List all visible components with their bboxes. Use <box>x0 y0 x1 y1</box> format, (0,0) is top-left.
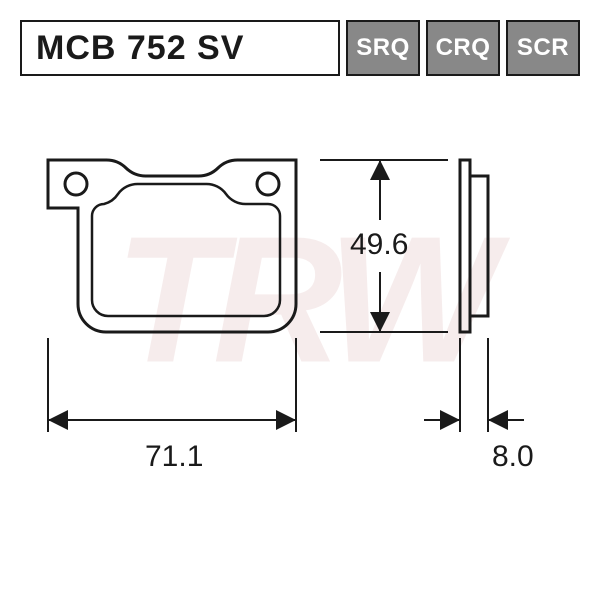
height-value: 49.6 <box>350 228 408 262</box>
dimension-width <box>48 338 296 432</box>
tag-crq: CRQ <box>426 20 500 76</box>
brake-pad-side-view <box>460 160 488 332</box>
thickness-value: 8.0 <box>492 440 534 474</box>
diagram-svg <box>20 120 580 560</box>
friction-outline <box>92 184 280 316</box>
pad-outline <box>48 160 296 332</box>
tag-scr: SCR <box>506 20 580 76</box>
width-value: 71.1 <box>145 440 203 474</box>
canvas: TRW MCB 752 SV SRQ CRQ SCR <box>0 0 600 600</box>
part-number-box: MCB 752 SV <box>20 20 340 76</box>
mounting-hole-right <box>257 173 279 195</box>
tag-label: CRQ <box>436 34 491 62</box>
header-bar: MCB 752 SV SRQ CRQ SCR <box>20 20 580 76</box>
tag-label: SRQ <box>356 34 410 62</box>
technical-diagram: 71.1 49.6 8.0 <box>20 120 580 560</box>
mounting-hole-left <box>65 173 87 195</box>
brake-pad-front-view <box>48 160 296 332</box>
tag-srq: SRQ <box>346 20 420 76</box>
part-number-label: MCB 752 SV <box>36 29 244 68</box>
dimension-thickness <box>424 338 524 432</box>
tag-label: SCR <box>517 34 569 62</box>
